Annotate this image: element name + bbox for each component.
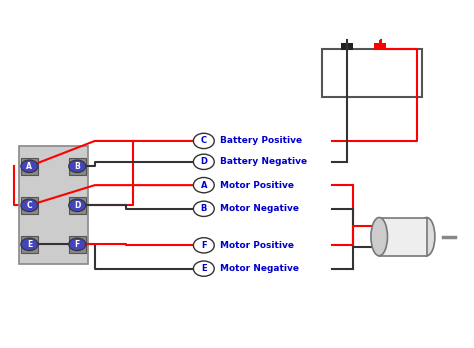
Text: D: D: [201, 157, 207, 166]
Text: F: F: [201, 241, 207, 250]
Bar: [69, 197, 86, 214]
Circle shape: [21, 238, 38, 251]
Text: B: B: [201, 204, 207, 213]
Circle shape: [21, 160, 38, 173]
Bar: [322, 49, 422, 97]
Text: Motor Negative: Motor Negative: [220, 204, 300, 213]
Circle shape: [193, 133, 214, 149]
Ellipse shape: [418, 218, 435, 256]
Circle shape: [69, 199, 86, 212]
Text: Battery Positive: Battery Positive: [220, 136, 302, 145]
Text: Motor Positive: Motor Positive: [220, 181, 294, 190]
Text: Battery Negative: Battery Negative: [220, 157, 308, 166]
Circle shape: [69, 160, 86, 173]
Bar: [21, 236, 38, 253]
Bar: [21, 197, 38, 214]
Bar: [341, 44, 353, 50]
Ellipse shape: [371, 218, 387, 256]
Text: A: A: [201, 181, 207, 190]
Text: C: C: [201, 136, 207, 145]
Bar: [346, 40, 348, 49]
Circle shape: [21, 199, 38, 212]
Text: E: E: [27, 240, 32, 249]
Bar: [69, 236, 86, 253]
Circle shape: [193, 177, 214, 193]
Circle shape: [193, 154, 214, 169]
Bar: [19, 146, 88, 264]
Bar: [379, 40, 382, 49]
Text: B: B: [74, 162, 80, 171]
Circle shape: [193, 238, 214, 253]
Bar: [379, 218, 427, 256]
Circle shape: [193, 261, 214, 276]
Text: Motor Positive: Motor Positive: [220, 241, 294, 250]
Text: A: A: [27, 162, 32, 171]
Bar: [69, 158, 86, 175]
Circle shape: [193, 201, 214, 216]
Text: F: F: [74, 240, 80, 249]
Text: C: C: [27, 201, 32, 210]
Bar: [374, 44, 386, 50]
Text: Motor Negative: Motor Negative: [220, 264, 300, 273]
Circle shape: [69, 238, 86, 251]
Text: D: D: [74, 201, 81, 210]
Bar: [21, 158, 38, 175]
Text: E: E: [201, 264, 207, 273]
